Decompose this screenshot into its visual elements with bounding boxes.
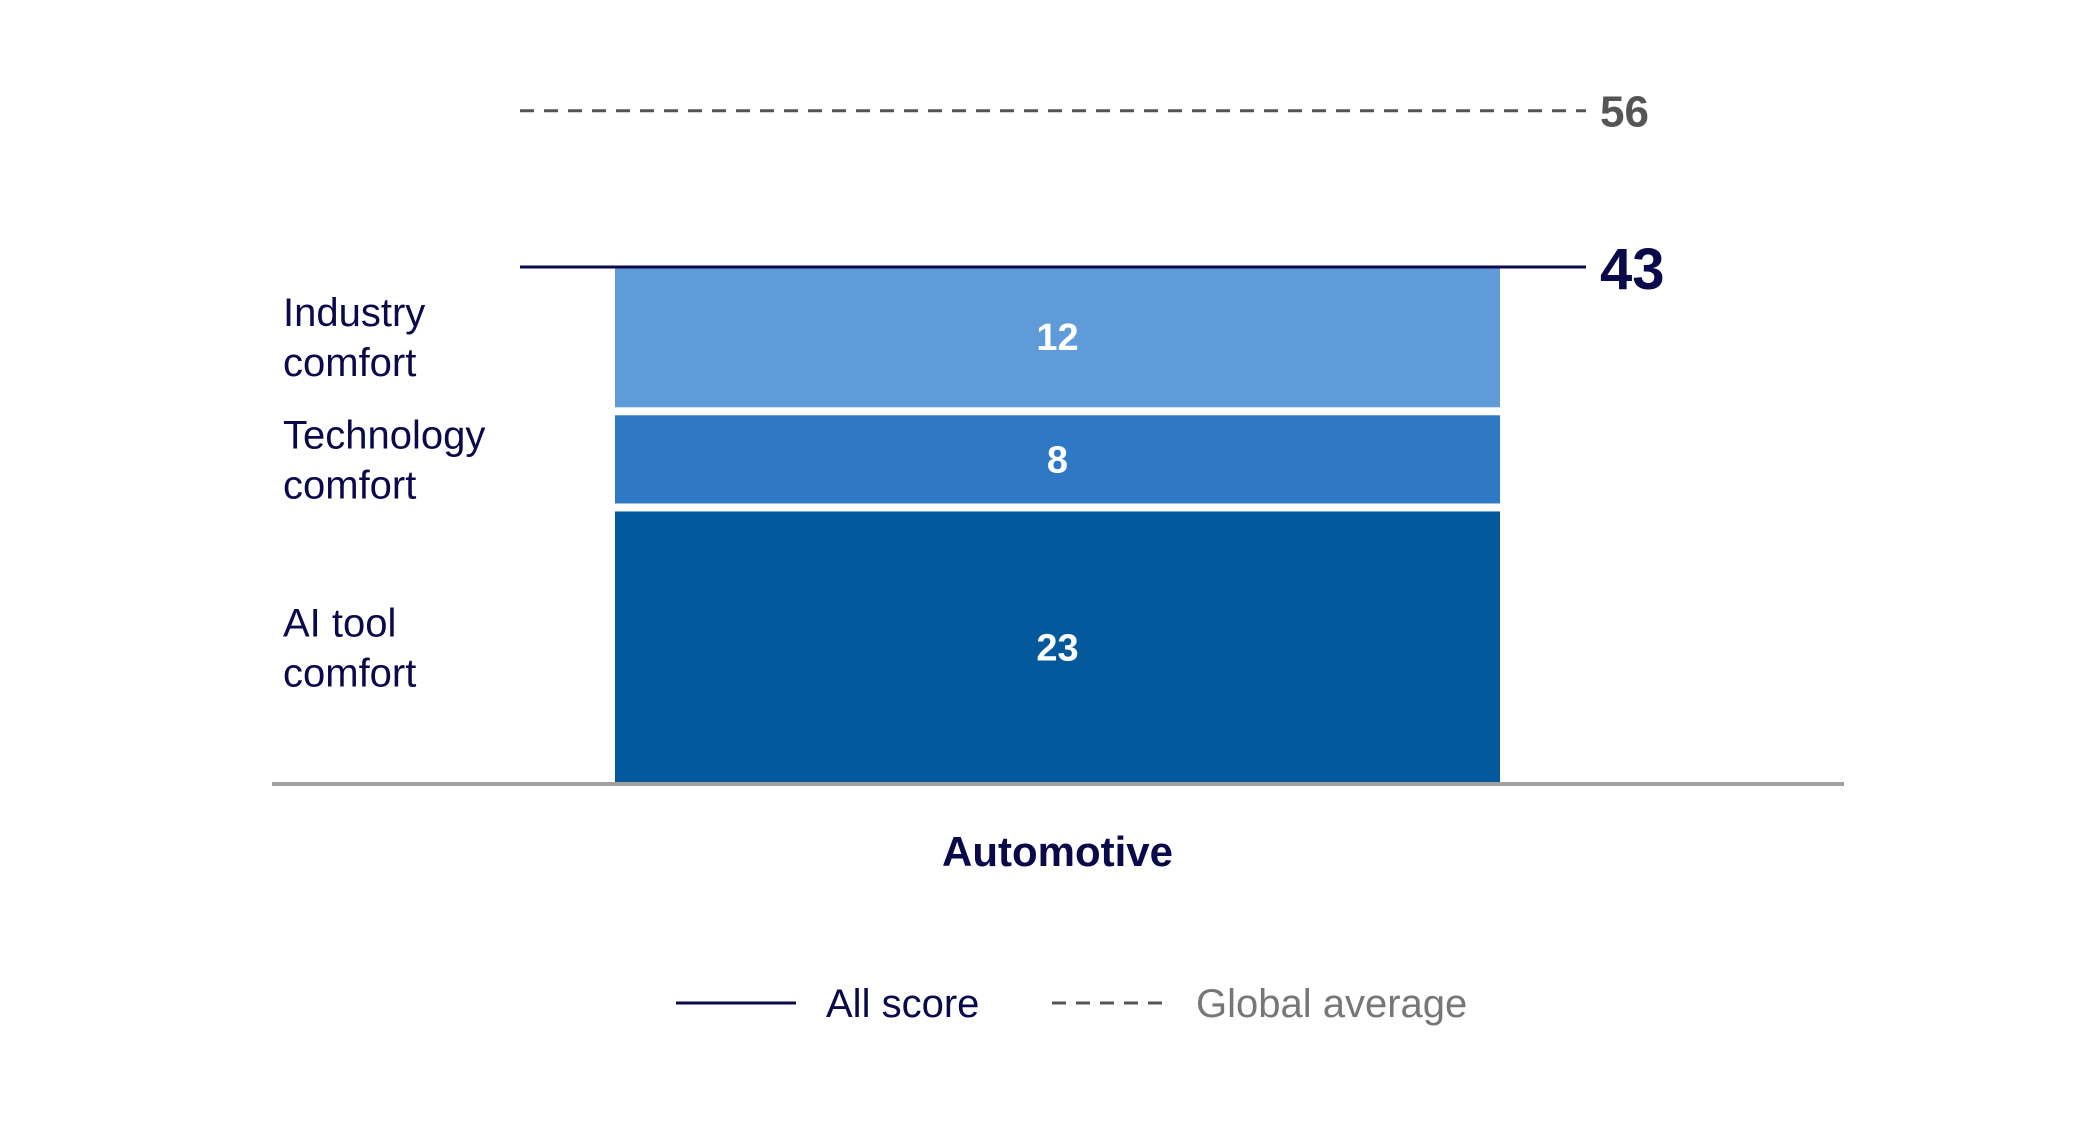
reference-value-all-score: 43 [1600,237,1665,302]
bar-segments: 23 8 12 [615,267,1500,784]
reference-lines: 43 56 [520,88,1665,302]
value-label-ai-tool-comfort: 23 [1036,628,1078,670]
segment-labels: AI tool comfort Technology comfort Industry c… [283,291,485,696]
reference-value-global-average: 56 [1600,88,1649,137]
category-label: Automotive [942,828,1173,875]
legend-label-global-average: Global average [1196,982,1467,1026]
bar-segment-ai-tool-comfort [615,511,1500,784]
segment-label-technology-comfort-line-2: comfort [283,463,416,507]
legend: All score Global average [676,982,1467,1026]
segment-label-technology-comfort-line-1: Technology [283,413,485,457]
segment-label-ai-tool-comfort-line-1: AI tool [283,602,396,646]
segment-label-industry-comfort-line-2: comfort [283,341,416,385]
segment-label-ai-tool-comfort-line-2: comfort [283,652,416,696]
segment-label-industry-comfort-line-1: Industry [283,291,425,335]
value-label-industry-comfort: 12 [1036,317,1078,359]
legend-label-all-score: All score [826,982,979,1026]
value-label-technology-comfort: 8 [1047,439,1068,481]
bar-segment-industry-comfort [615,267,1500,408]
bar-segment-technology-comfort [615,415,1500,504]
category-labels: Automotive [942,828,1173,875]
